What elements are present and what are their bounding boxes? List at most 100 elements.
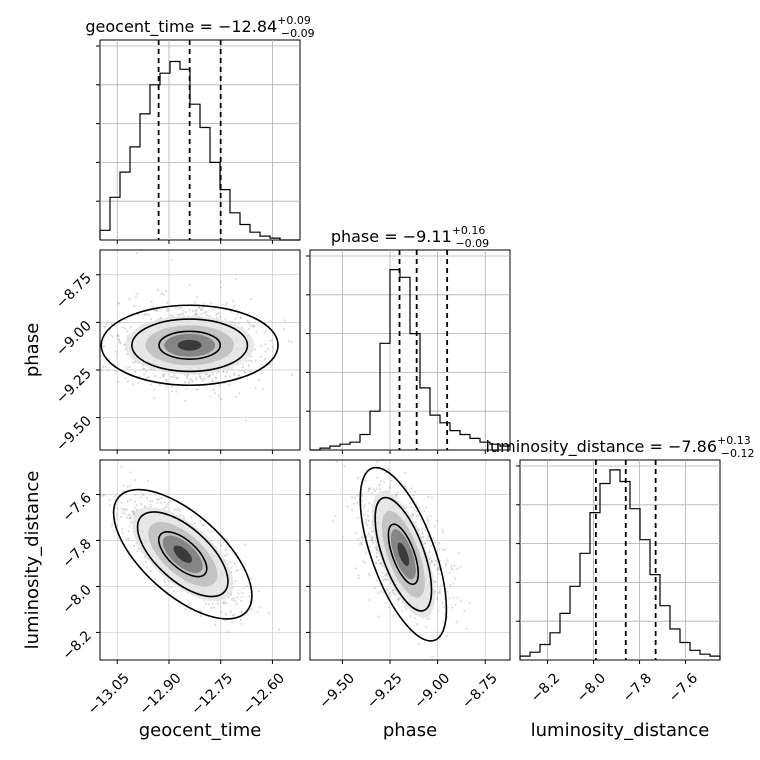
sample-point xyxy=(165,384,168,387)
sample-point xyxy=(105,322,108,325)
sample-point xyxy=(459,566,462,569)
sample-point xyxy=(224,613,227,616)
sample-point xyxy=(459,600,462,603)
sample-point xyxy=(219,397,222,400)
sample-point xyxy=(146,566,149,569)
sample-point xyxy=(225,370,228,374)
sample-point xyxy=(443,606,446,609)
sample-point xyxy=(155,308,158,312)
sample-point xyxy=(366,523,369,526)
sample-point xyxy=(156,309,159,312)
sample-point xyxy=(212,388,215,391)
sample-point xyxy=(421,536,424,539)
x-tick-label: −8.2 xyxy=(528,670,563,705)
panel-title: luminosity_distance = −7.86+0.13 −0.12 xyxy=(486,434,755,460)
sample-point xyxy=(233,373,236,376)
sample-point xyxy=(430,560,433,563)
sample-point xyxy=(458,551,461,555)
sample-point xyxy=(207,375,210,378)
sample-point xyxy=(426,518,429,521)
sample-point xyxy=(346,505,349,508)
sample-point xyxy=(188,379,191,382)
sample-point xyxy=(230,310,233,313)
sample-point xyxy=(115,334,118,337)
sample-point xyxy=(368,487,371,490)
sample-point xyxy=(368,535,371,538)
sample-point xyxy=(367,572,370,576)
sample-point xyxy=(136,550,139,553)
sample-point xyxy=(117,301,120,304)
sample-point xyxy=(403,605,406,608)
sample-point xyxy=(137,382,140,385)
sample-point xyxy=(226,630,229,634)
sample-point xyxy=(441,530,444,534)
sample-point xyxy=(186,599,189,602)
sample-point xyxy=(437,610,440,613)
sample-point xyxy=(171,314,175,318)
sample-point xyxy=(111,524,114,527)
hist-panel-luminosity_distance: luminosity_distance = −7.86+0.13 −0.12 xyxy=(486,434,755,661)
sample-point xyxy=(331,520,334,523)
sample-point xyxy=(428,617,431,620)
sample-point xyxy=(172,375,175,379)
sample-point xyxy=(427,535,430,538)
sample-point xyxy=(153,374,156,377)
sample-point xyxy=(116,507,119,510)
sample-point xyxy=(367,489,370,492)
sample-point xyxy=(445,590,448,593)
sample-point xyxy=(388,486,391,489)
sample-point xyxy=(118,321,121,324)
sample-point xyxy=(374,546,378,549)
sample-point xyxy=(103,325,106,328)
sample-point xyxy=(232,299,235,302)
sample-point xyxy=(237,592,240,595)
sample-point xyxy=(394,494,398,497)
sample-point xyxy=(410,505,413,509)
sample-point xyxy=(449,584,452,587)
sample-point xyxy=(367,519,370,523)
sample-point xyxy=(376,556,379,559)
x-axis-label: luminosity_distance xyxy=(531,720,710,741)
sample-point xyxy=(351,508,354,511)
panel-title: phase = −9.11+0.16 −0.09 xyxy=(331,224,489,250)
sample-point xyxy=(234,600,237,603)
sample-point xyxy=(408,501,411,505)
sample-point xyxy=(205,310,208,313)
density-level xyxy=(173,545,193,563)
sample-point xyxy=(182,309,185,312)
sample-point xyxy=(357,574,360,577)
density-level xyxy=(397,542,410,566)
sample-point xyxy=(239,317,242,320)
sample-point xyxy=(243,371,247,375)
sample-point xyxy=(170,375,173,379)
sample-point xyxy=(101,494,104,497)
sample-point xyxy=(178,313,181,316)
sample-point xyxy=(146,497,149,500)
sample-point xyxy=(147,313,150,317)
sample-point xyxy=(136,508,139,511)
sample-point xyxy=(129,471,132,474)
sample-point xyxy=(214,376,217,379)
sample-point xyxy=(415,510,418,513)
sample-point xyxy=(119,516,122,519)
sample-point xyxy=(144,561,147,564)
sample-point xyxy=(429,557,432,560)
sample-point xyxy=(354,567,357,570)
sample-point xyxy=(114,517,117,520)
sample-point xyxy=(197,306,200,309)
sample-point xyxy=(194,301,197,304)
x-tick-label: −12.75 xyxy=(188,670,236,718)
x-tick-label: −7.6 xyxy=(666,670,701,705)
sample-point xyxy=(240,599,243,603)
x-axis-label: geocent_time xyxy=(139,720,262,741)
sample-point xyxy=(217,312,220,315)
sample-point xyxy=(438,548,441,551)
sample-point xyxy=(130,520,133,524)
sample-point xyxy=(128,297,131,300)
sample-point xyxy=(108,498,111,501)
sample-point xyxy=(195,312,198,315)
sample-point xyxy=(249,369,252,373)
sample-point xyxy=(355,501,359,504)
sample-point xyxy=(240,610,243,613)
sample-point xyxy=(415,503,419,506)
